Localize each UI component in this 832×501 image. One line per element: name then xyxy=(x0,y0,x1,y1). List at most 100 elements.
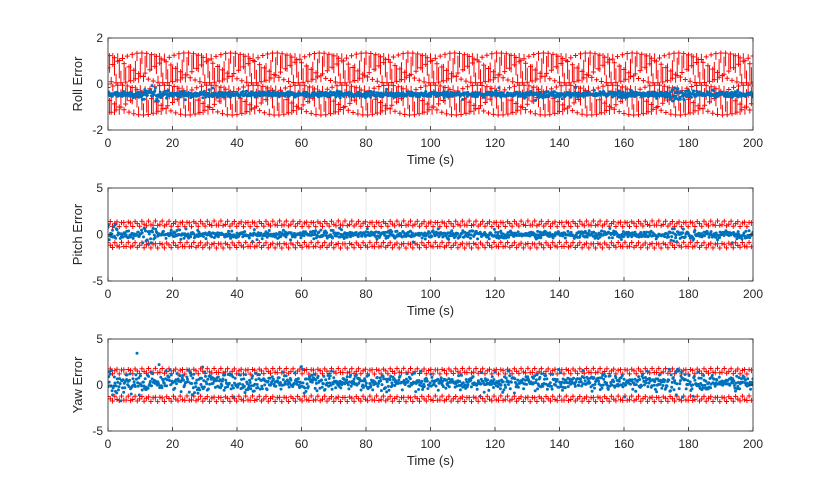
error-point xyxy=(149,88,153,92)
error-point xyxy=(256,386,260,389)
error-point xyxy=(221,377,225,381)
error-point xyxy=(299,365,303,369)
error-point xyxy=(369,384,373,388)
error-point xyxy=(140,228,143,232)
error-point xyxy=(605,381,609,385)
error-point xyxy=(461,98,465,101)
error-point xyxy=(701,386,705,390)
error-point xyxy=(506,369,510,373)
error-point xyxy=(334,386,338,390)
error-point xyxy=(663,235,667,239)
error-point xyxy=(389,374,393,378)
error-point xyxy=(278,381,282,384)
y-tick-label: -5 xyxy=(92,424,103,438)
error-point xyxy=(111,393,115,397)
error-point xyxy=(624,383,628,387)
error-point xyxy=(512,391,516,395)
y-tick-label: 2 xyxy=(96,31,103,45)
error-point xyxy=(735,374,739,378)
error-point xyxy=(161,378,165,382)
error-point xyxy=(641,376,645,380)
error-point xyxy=(486,378,490,382)
error-point xyxy=(148,380,152,383)
error-point xyxy=(494,89,497,93)
error-point xyxy=(582,376,586,380)
x-tick-label: 180 xyxy=(678,136,698,150)
error-series xyxy=(108,223,753,246)
error-point xyxy=(122,390,126,394)
error-point xyxy=(289,238,292,242)
error-point xyxy=(339,386,343,390)
error-point xyxy=(661,384,665,387)
error-point xyxy=(108,223,111,227)
error-point xyxy=(736,230,740,234)
error-point xyxy=(329,383,333,387)
error-point xyxy=(311,229,315,233)
error-point xyxy=(202,385,206,389)
error-point xyxy=(640,384,643,388)
error-point xyxy=(140,388,144,392)
error-point xyxy=(167,375,171,379)
error-point xyxy=(119,399,123,403)
error-point xyxy=(360,379,364,383)
error-point xyxy=(693,228,697,232)
error-point xyxy=(693,378,697,382)
bounds-series xyxy=(108,50,753,118)
error-point xyxy=(195,378,199,382)
error-point xyxy=(513,377,517,381)
error-point xyxy=(487,233,491,237)
error-point xyxy=(534,378,538,382)
error-point xyxy=(410,231,414,235)
error-point xyxy=(385,390,389,394)
error-point xyxy=(204,374,207,378)
error-point xyxy=(400,388,404,392)
error-point xyxy=(594,232,598,235)
error-point xyxy=(558,371,562,375)
error-point xyxy=(154,227,158,231)
error-point xyxy=(522,387,526,391)
error-point xyxy=(266,379,270,383)
error-point xyxy=(722,234,726,237)
error-point xyxy=(461,381,465,385)
error-point xyxy=(577,384,581,387)
error-point xyxy=(741,380,744,384)
error-point xyxy=(265,388,269,392)
error-point xyxy=(736,384,740,388)
error-point xyxy=(132,380,136,384)
error-series xyxy=(108,351,753,403)
error-point xyxy=(156,99,160,103)
error-point xyxy=(674,233,678,237)
error-point xyxy=(201,365,205,369)
error-point xyxy=(501,390,505,394)
error-point xyxy=(322,374,326,378)
error-point xyxy=(252,389,256,393)
error-point xyxy=(677,387,681,391)
error-point xyxy=(608,226,612,230)
error-point xyxy=(153,236,157,240)
error-point xyxy=(169,373,173,377)
error-point xyxy=(572,376,576,380)
error-point xyxy=(735,387,739,391)
x-tick-label: 0 xyxy=(105,437,112,451)
error-point xyxy=(341,381,344,384)
error-point xyxy=(675,240,679,244)
error-point xyxy=(734,381,738,385)
error-point xyxy=(502,388,506,392)
error-point xyxy=(747,229,751,233)
error-point xyxy=(284,374,288,378)
error-point xyxy=(730,241,734,245)
error-point xyxy=(346,383,350,387)
error-point xyxy=(189,374,193,377)
error-point xyxy=(229,236,233,240)
error-point xyxy=(131,377,135,381)
error-point xyxy=(526,375,530,379)
error-point xyxy=(305,382,309,386)
error-point xyxy=(194,381,198,385)
error-point xyxy=(141,241,145,245)
error-point xyxy=(576,95,580,99)
error-point xyxy=(737,376,741,380)
error-point xyxy=(146,386,150,390)
error-point xyxy=(128,372,132,376)
x-axis-label: Time (s) xyxy=(407,453,454,468)
error-point xyxy=(147,242,151,246)
